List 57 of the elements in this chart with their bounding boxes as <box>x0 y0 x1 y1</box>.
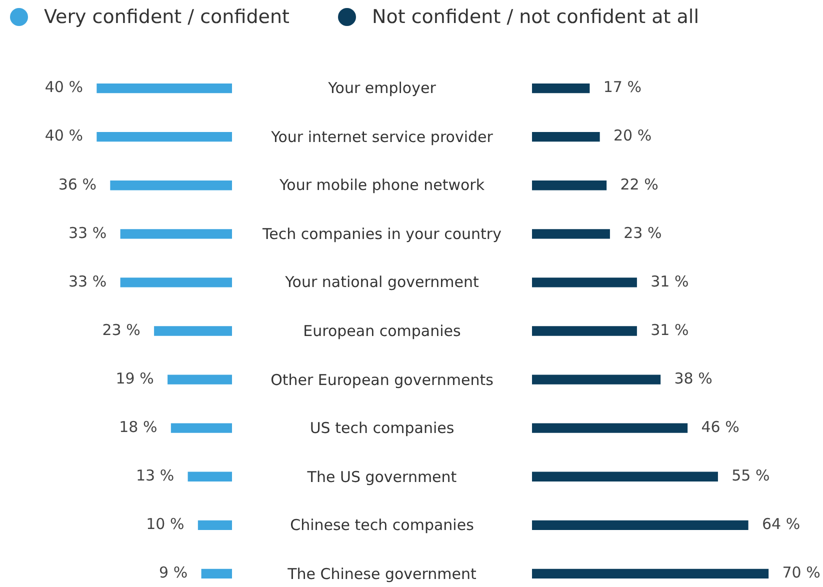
data-label: 46 % <box>701 418 740 436</box>
bar <box>188 472 232 482</box>
data-label: 23 % <box>102 320 140 339</box>
bar <box>201 568 232 579</box>
y-tick-label: The Chinese government <box>286 564 478 583</box>
data-label: 13 % <box>136 466 174 485</box>
bar <box>96 83 232 94</box>
bar <box>168 374 232 384</box>
bar <box>170 423 232 433</box>
data-label: 18 % <box>119 418 158 436</box>
bar <box>532 180 607 190</box>
data-label: 38 % <box>674 369 712 388</box>
y-tick-label: Other European governments <box>270 370 494 389</box>
y-tick-label: Your employer <box>327 79 437 98</box>
y-tick-label: Your mobile phone network <box>278 176 486 194</box>
data-label: 40 % <box>44 126 83 145</box>
bar <box>532 278 637 288</box>
bar <box>198 520 232 530</box>
y-tick-label: Your internet service provider <box>270 128 494 146</box>
y-tick-label: Tech companies in your country <box>262 224 502 243</box>
bar <box>532 520 748 530</box>
bar <box>532 472 718 482</box>
data-label: 31 % <box>650 272 689 290</box>
y-tick-label: European companies <box>302 322 462 340</box>
bar <box>532 423 688 433</box>
bar <box>532 132 600 142</box>
bar <box>120 278 232 288</box>
data-label: 40 % <box>44 78 83 96</box>
bar <box>154 326 232 336</box>
legend-label: Not confident / not confident at all <box>372 6 699 28</box>
bar <box>532 374 661 384</box>
legend-label: Very confident / confident <box>44 6 290 28</box>
y-tick-label: US tech companies <box>308 419 456 438</box>
y-tick-label: The US government <box>306 468 458 486</box>
data-label: 17 % <box>603 78 642 96</box>
data-label: 10 % <box>146 515 184 534</box>
data-label: 33 % <box>68 224 107 242</box>
bar <box>532 83 590 94</box>
bar <box>532 326 637 336</box>
data-label: 33 % <box>68 272 107 290</box>
y-tick-label: Chinese tech companies <box>289 516 475 534</box>
data-label: 55 % <box>732 466 770 485</box>
data-label: 64 % <box>762 515 800 534</box>
y-tick-label: Your national government <box>284 273 480 292</box>
data-label: 23 % <box>624 224 662 242</box>
data-label: 9 % <box>159 564 188 582</box>
data-label: 19 % <box>116 369 154 388</box>
bar <box>532 568 769 579</box>
data-label: 70 % <box>782 564 820 582</box>
bar <box>110 180 232 190</box>
bar <box>120 229 232 239</box>
data-label: 22 % <box>620 175 658 194</box>
data-label: 31 % <box>650 320 689 339</box>
data-label: 20 % <box>614 126 652 145</box>
data-label: 36 % <box>58 175 96 194</box>
bar <box>532 229 610 239</box>
bar <box>96 132 232 142</box>
